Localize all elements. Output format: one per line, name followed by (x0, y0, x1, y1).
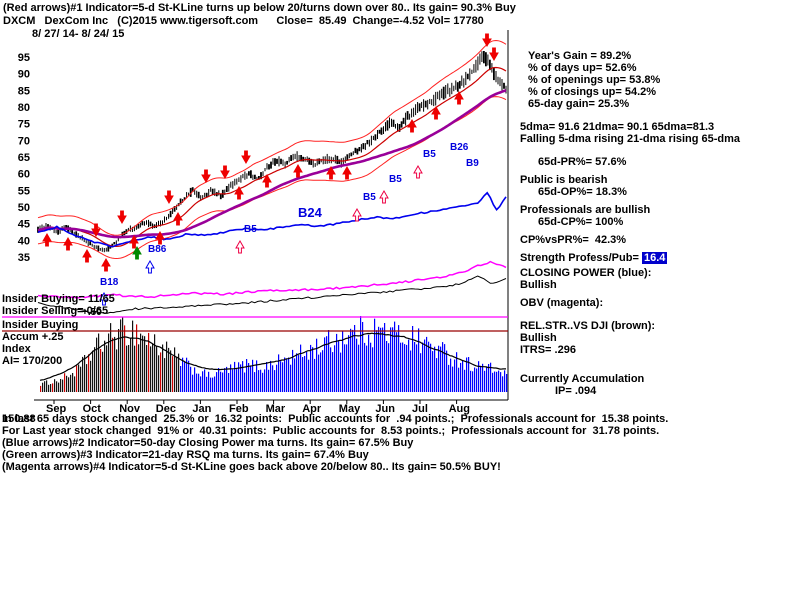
currently-accumulation-label: Currently Accumulation (520, 373, 645, 385)
public-sentiment-label: Public is bearish (520, 174, 608, 186)
ip-stat: IP= .094 (555, 385, 597, 397)
svg-text:B24: B24 (298, 205, 323, 220)
ticker-info-line: DXCM DexCom Inc (C)2015 www.tigersoft.co… (3, 15, 484, 27)
svg-text:B5: B5 (244, 224, 257, 235)
svg-text:Sep: Sep (46, 403, 66, 415)
dma-trend-stat: Falling 5-dma rising 21-dma rising 65-dm… (520, 133, 741, 145)
openings-up-stat: % of openings up= 53.8% (528, 74, 661, 86)
strength-ratio-value: 16.4 (641, 252, 668, 264)
cp65-stat: 65d-CP%= 100% (538, 216, 624, 228)
svg-text:B9: B9 (466, 158, 479, 169)
svg-text:65: 65 (18, 152, 30, 164)
svg-text:95: 95 (18, 52, 30, 64)
svg-text:Jan: Jan (192, 403, 211, 415)
svg-text:45: 45 (18, 219, 30, 231)
svg-text:Feb: Feb (229, 403, 249, 415)
stock-chart-canvas[interactable]: 95 90 85 80 75 70 65 60 55 50 45 40 35 Sep Oct Nov Dec Ja… (0, 0, 520, 418)
footer-year-summary: For Last year stock changed 91% or 40.31… (2, 425, 660, 437)
footer-65day-summary: In last 65 days stock changed 25.3% or 1… (2, 413, 669, 425)
years-gain-stat: Year's Gain = 89.2% (528, 50, 632, 62)
svg-text:Nov: Nov (119, 403, 141, 415)
obv-title: OBV (magenta): (520, 297, 604, 309)
svg-text:40: 40 (18, 235, 30, 247)
svg-text:B5: B5 (389, 174, 402, 185)
insider-buying-caption: Insider Buying (2, 319, 79, 331)
accumulation-index-value: AI= 170/200 (2, 355, 63, 367)
closing-power-status: Bullish (520, 279, 557, 291)
relstr-title: REL.STR..VS DJI (brown): (520, 320, 656, 332)
svg-text:60: 60 (18, 169, 30, 181)
svg-text:B86: B86 (148, 244, 167, 255)
svg-text:50: 50 (18, 202, 30, 214)
svg-text:B5: B5 (423, 149, 436, 160)
svg-text:75: 75 (18, 119, 30, 131)
svg-text:May: May (339, 403, 361, 415)
svg-text:Jul: Jul (412, 403, 428, 415)
insider-buying-label: Insider Buying= 11/65 (2, 293, 115, 305)
relstr-status: Bullish (520, 332, 557, 344)
svg-text:35: 35 (18, 252, 30, 264)
svg-text:B18: B18 (100, 277, 119, 288)
svg-text:Oct: Oct (83, 403, 102, 415)
svg-text:Apr: Apr (302, 403, 322, 415)
gain-65d-stat: 65-day gain= 25.3% (528, 98, 630, 110)
insider-selling-label: Insider Selling= 0/65 (2, 305, 109, 317)
indicator3-legend: (Green arrows)#3 Indicator=21-day RSQ ma… (2, 449, 369, 461)
index-caption: Index (2, 343, 31, 355)
indicator1-legend: (Red arrows)#1 Indicator=5-d St-KLine tu… (3, 2, 516, 14)
strength-ratio-stat: Strength Profess/Pub= 16.4 (520, 252, 668, 264)
strength-ratio-label: Strength Profess/Pub= (520, 252, 642, 264)
svg-text:55: 55 (18, 185, 30, 197)
date-range-label: 8/ 27/ 14- 8/ 24/ 15 (32, 28, 125, 40)
footer-overlay-number: 150.88 (2, 413, 36, 425)
svg-text:B5: B5 (363, 192, 376, 203)
dma-values-stat: 5dma= 91.6 21dma= 90.1 65dma=81.3 (520, 121, 715, 133)
indicator2-legend: (Blue arrows)#2 Indicator=50-day Closing… (2, 437, 414, 449)
pr65-stat: 65d-PR%= 57.6% (538, 156, 627, 168)
svg-text:B26: B26 (450, 142, 469, 153)
days-up-stat: % of days up= 52.6% (528, 62, 637, 74)
op65-stat: 65d-OP%= 18.3% (538, 186, 627, 198)
svg-text:Mar: Mar (266, 403, 286, 415)
closings-up-stat: % of closings up= 54.2% (528, 86, 657, 98)
svg-text:Jun: Jun (375, 403, 395, 415)
svg-text:Dec: Dec (156, 403, 176, 415)
cp-vs-pr-stat: CP%vsPR%= 42.3% (520, 234, 627, 246)
closing-power-title: CLOSING POWER (blue): (520, 267, 652, 279)
indicator4-legend: (Magenta arrows)#4 Indicator=5-d St-KLin… (2, 461, 501, 473)
professionals-sentiment-label: Professionals are bullish (520, 204, 651, 216)
svg-text:Aug: Aug (449, 403, 470, 415)
svg-text:80: 80 (18, 102, 30, 114)
svg-text:70: 70 (18, 135, 30, 147)
plus-50-level-label: +.50 (82, 307, 102, 318)
itrs-stat: ITRS= .296 (520, 344, 576, 356)
svg-text:90: 90 (18, 69, 30, 81)
accum-level-label: Accum +.25 (2, 331, 64, 343)
svg-text:85: 85 (18, 85, 30, 97)
